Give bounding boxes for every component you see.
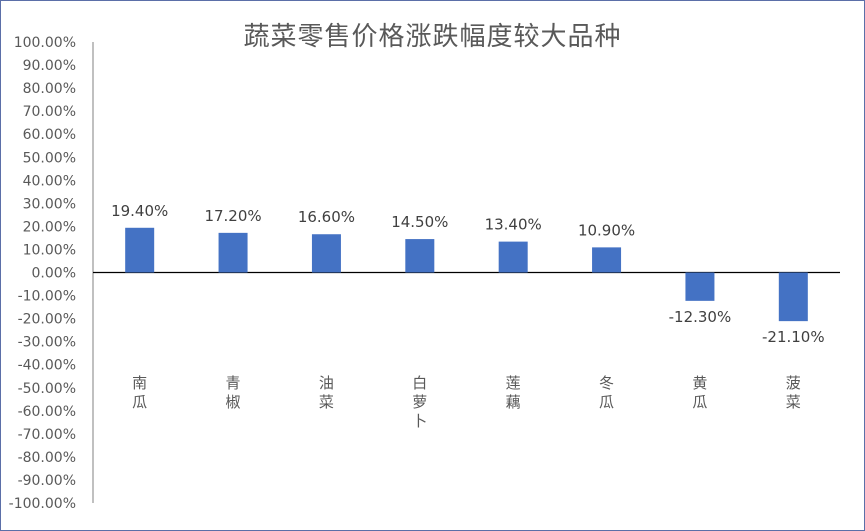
y-tick-label: 30.00% <box>23 196 76 212</box>
category-label: 青椒 <box>226 374 241 411</box>
y-tick-label: -30.00% <box>18 335 76 351</box>
bar <box>125 227 155 273</box>
data-label: 19.40% <box>111 202 168 220</box>
y-tick-label: 80.00% <box>23 81 76 97</box>
y-tick-label: -20.00% <box>18 312 76 328</box>
bar <box>592 247 622 273</box>
y-axis-ticks: 100.00% 90.00% 80.00% 70.00% 60.00% 50.00% 40.… <box>9 35 76 512</box>
bar <box>311 234 341 273</box>
data-label: 17.20% <box>204 207 261 225</box>
y-tick-label: -90.00% <box>18 473 76 489</box>
data-labels-group: 19.40% 17.20% 16.60% 14.50% 13.40% 10.90% -12.… <box>111 202 825 346</box>
y-tick-label: -70.00% <box>18 427 76 443</box>
category-label: 油菜 <box>319 374 334 411</box>
y-tick-label: -100.00% <box>9 496 76 512</box>
data-label: 16.60% <box>298 208 355 226</box>
y-tick-label: -10.00% <box>18 289 76 305</box>
category-label: 黄瓜 <box>692 374 707 411</box>
data-label: 10.90% <box>578 221 635 239</box>
bar <box>498 241 528 273</box>
y-tick-label: -80.00% <box>18 450 76 466</box>
bar <box>405 239 435 273</box>
data-label: 13.40% <box>485 216 542 234</box>
bar <box>778 272 808 322</box>
category-label: 白萝卜 <box>412 374 427 430</box>
y-tick-label: -40.00% <box>18 358 76 374</box>
y-tick-label: 20.00% <box>23 219 76 235</box>
bar <box>685 272 715 301</box>
y-tick-label: -60.00% <box>18 404 76 420</box>
category-label: 菠菜 <box>786 374 801 411</box>
category-label: 莲藕 <box>506 374 521 411</box>
y-tick-label: 50.00% <box>23 150 76 166</box>
category-label: 南瓜 <box>132 374 147 411</box>
bars-group <box>125 227 808 322</box>
y-tick-label: 100.00% <box>14 35 76 51</box>
y-tick-label: 90.00% <box>23 58 76 74</box>
y-tick-label: 60.00% <box>23 127 76 143</box>
data-label: 14.50% <box>391 213 448 231</box>
data-label: -12.30% <box>669 308 732 326</box>
y-tick-label: -50.00% <box>18 381 76 397</box>
category-labels-group: 南瓜 青椒 油菜 白萝卜 莲藕 冬瓜 黄瓜 菠菜 <box>132 374 801 430</box>
y-tick-label: 40.00% <box>23 173 76 189</box>
bar <box>218 232 248 273</box>
y-tick-label: 10.00% <box>23 242 76 258</box>
y-tick-label: 0.00% <box>32 266 76 282</box>
category-label: 冬瓜 <box>599 374 614 411</box>
y-tick-label: 70.00% <box>23 104 76 120</box>
chart-title: 蔬菜零售价格涨跌幅度较大品种 <box>243 22 622 52</box>
data-label: -21.10% <box>762 328 825 346</box>
